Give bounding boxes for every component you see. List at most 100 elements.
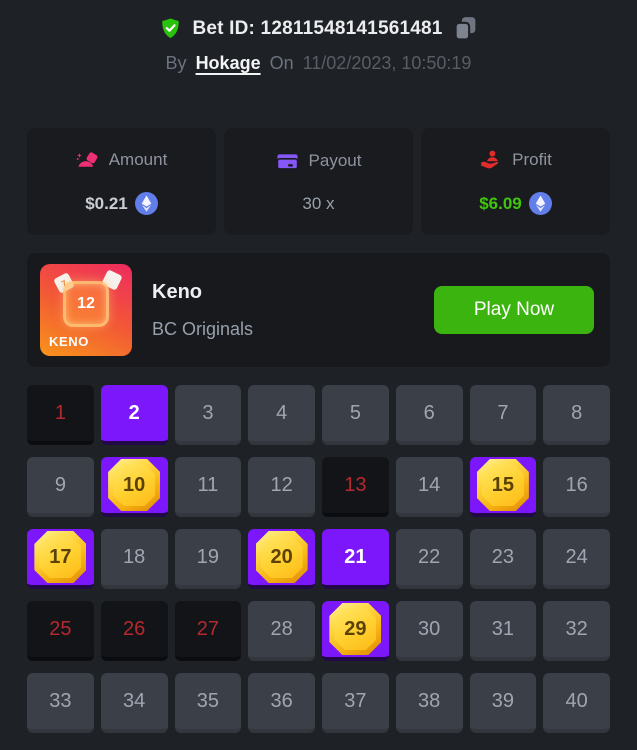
keno-tile-32: 32 (543, 601, 610, 661)
by-label: By (165, 53, 187, 73)
keno-tile-number: 27 (196, 617, 219, 640)
bet-details-panel: Bet ID: 12811548141561481 By Hokage On 1… (0, 0, 637, 733)
gold-gem-icon: 29 (329, 603, 382, 655)
keno-tile-17: 17 (27, 529, 94, 589)
keno-tile-number: 24 (565, 545, 588, 568)
keno-tile-36: 36 (248, 673, 315, 733)
game-info: Keno BC Originals (152, 281, 253, 340)
keno-tile-23: 23 (469, 529, 537, 589)
keno-tile-number: 30 (418, 617, 441, 640)
keno-tile-34: 34 (100, 673, 168, 733)
gold-gem-icon: 17 (34, 531, 87, 583)
keno-tile-6: 6 (395, 385, 463, 445)
hand-profit-icon (479, 148, 502, 171)
keno-tile-number: 16 (565, 473, 588, 496)
keno-tile-number: 5 (349, 401, 361, 424)
play-now-button[interactable]: Play Now (434, 286, 594, 334)
bet-id-row: Bet ID: 12811548141561481 (0, 0, 637, 42)
keno-tile-7: 7 (469, 385, 537, 445)
keno-tile-number: 1 (54, 401, 66, 424)
keno-tile-35: 35 (174, 673, 242, 733)
profit-value: $6.09 (479, 193, 522, 213)
amount-label: Amount (108, 149, 168, 169)
keno-tile-number: 6 (423, 401, 435, 424)
money-icon (76, 148, 99, 171)
keno-tile-16: 16 (543, 457, 610, 517)
keno-tile-1: 1 (27, 385, 94, 445)
keno-tile-29: 29 (322, 601, 389, 661)
keno-tile-number: 12 (270, 473, 293, 496)
amount-card: Amount $0.21 (27, 128, 216, 235)
keno-tile-number: 32 (565, 617, 588, 640)
keno-tile-5: 5 (322, 385, 389, 445)
keno-tile-14: 14 (395, 457, 463, 517)
keno-tile-27: 27 (174, 601, 242, 661)
keno-tile-number: 31 (491, 617, 514, 640)
keno-tile-number: 25 (49, 617, 72, 640)
keno-tile-number: 22 (418, 545, 441, 568)
verified-shield-icon (159, 17, 182, 40)
keno-tile-10: 10 (100, 457, 168, 517)
bet-meta-row: By Hokage On 11/02/2023, 10:50:19 (0, 53, 637, 74)
copy-icon[interactable] (453, 15, 478, 42)
keno-tile-number: 2 (128, 401, 140, 424)
keno-tile-number: 35 (196, 689, 219, 712)
keno-tile-number: 23 (491, 545, 514, 568)
profit-label: Profit (512, 149, 552, 169)
keno-tile-8: 8 (543, 385, 610, 445)
keno-tile-18: 18 (100, 529, 168, 589)
keno-tile-9: 9 (27, 457, 94, 517)
keno-tile-2: 2 (100, 385, 168, 445)
keno-tile-39: 39 (469, 673, 537, 733)
ethereum-coin-icon (134, 192, 158, 215)
keno-tile-37: 37 (322, 673, 389, 733)
game-provider: BC Originals (152, 318, 254, 339)
keno-tile-15: 15 (469, 457, 537, 517)
keno-tile-3: 3 (174, 385, 242, 445)
keno-tile-number: 33 (49, 689, 72, 712)
keno-tile-30: 30 (395, 601, 463, 661)
keno-tile-number: 8 (571, 401, 583, 424)
payout-value: 30 x (302, 193, 335, 213)
keno-tile-25: 25 (27, 601, 94, 661)
keno-game-art: 7 12 KENO (40, 264, 132, 356)
gold-gem-icon: 20 (255, 531, 308, 583)
gold-gem-icon: 10 (108, 459, 161, 511)
username-link[interactable]: Hokage (195, 53, 261, 73)
ethereum-coin-icon (528, 192, 552, 215)
keno-tile-number: 37 (344, 689, 367, 712)
keno-tile-number: 28 (270, 617, 293, 640)
stats-row: Amount $0.21 (27, 128, 610, 235)
keno-tile-38: 38 (395, 673, 463, 733)
keno-tile-21: 21 (322, 529, 389, 589)
profit-card: Profit $6.09 (421, 128, 610, 235)
keno-tile-24: 24 (543, 529, 610, 589)
keno-tile-number: 14 (418, 473, 441, 496)
keno-tile-number: 38 (418, 689, 441, 712)
keno-tile-number: 39 (491, 689, 514, 712)
keno-tile-11: 11 (174, 457, 242, 517)
keno-tile-number: 4 (276, 401, 288, 424)
keno-tile-number: 18 (123, 545, 146, 568)
on-label: On (269, 53, 294, 73)
game-card: 7 12 KENO Keno BC Originals Play Now (27, 253, 610, 367)
bet-id-text: Bet ID: 12811548141561481 (192, 17, 443, 39)
keno-tile-26: 26 (100, 601, 168, 661)
keno-tile-number: 36 (270, 689, 293, 712)
keno-tile-19: 19 (174, 529, 242, 589)
keno-tile-13: 13 (322, 457, 389, 517)
payout-label: Payout (308, 151, 362, 170)
game-title: Keno (152, 280, 202, 303)
keno-tile-number: 3 (202, 401, 214, 424)
keno-tile-12: 12 (248, 457, 315, 517)
gold-gem-icon: 15 (476, 459, 529, 511)
keno-tile-33: 33 (27, 673, 94, 733)
keno-tile-number: 34 (123, 689, 146, 712)
keno-tile-28: 28 (248, 601, 315, 661)
keno-tile-number: 9 (54, 473, 66, 496)
payout-card: Payout 30 x (224, 128, 413, 235)
keno-tile-31: 31 (469, 601, 537, 661)
keno-tile-4: 4 (248, 385, 315, 445)
keno-art-label: KENO (49, 334, 89, 349)
keno-tile-number: 26 (123, 617, 146, 640)
